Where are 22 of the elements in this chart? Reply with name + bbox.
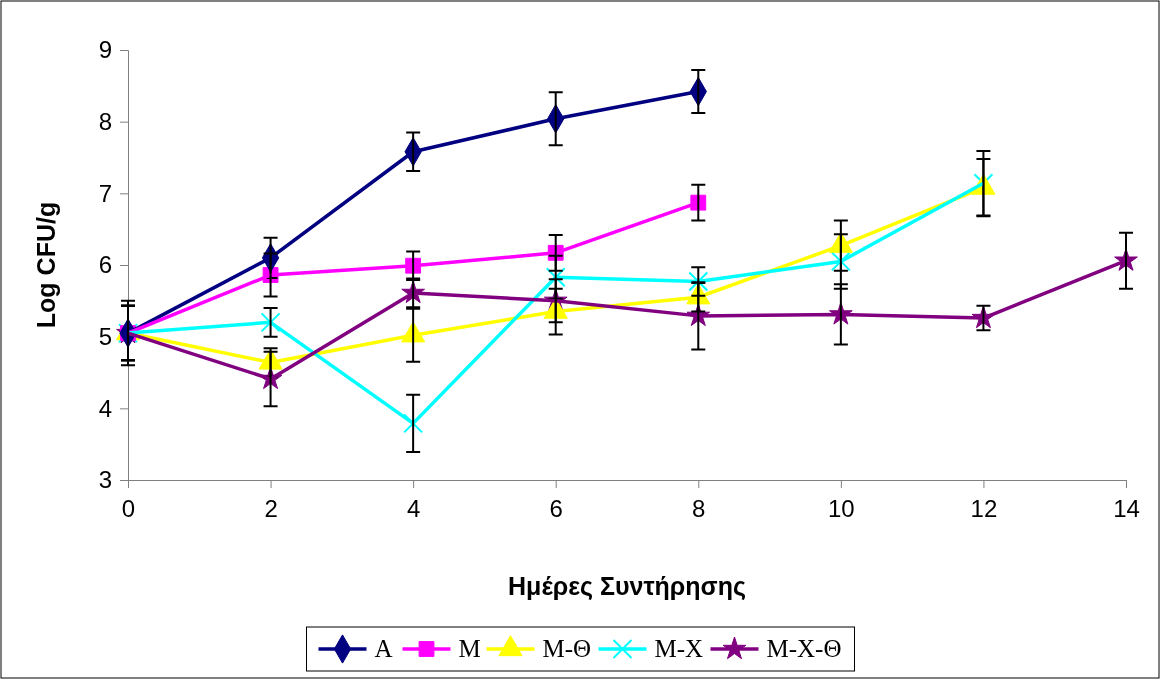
legend-label: M-X-Θ xyxy=(766,635,842,662)
legend-label: M-X xyxy=(654,635,704,662)
y-axis-title: Log CFU/g xyxy=(32,201,60,329)
x-tick-label: 12 xyxy=(970,495,998,523)
y-tick-label: 4 xyxy=(98,394,113,422)
x-tick-label: 0 xyxy=(121,495,136,523)
x-tick-label: 14 xyxy=(1113,495,1140,523)
legend-label: M-Θ xyxy=(542,635,592,662)
legend-label: A xyxy=(374,635,393,662)
x-tick-label: 10 xyxy=(828,495,855,523)
legend-label: M xyxy=(458,635,481,662)
y-tick-label: 5 xyxy=(98,322,113,350)
y-tick-label: 7 xyxy=(98,179,113,207)
y-tick-label: 3 xyxy=(98,466,113,494)
y-tick-label: 9 xyxy=(98,36,113,64)
x-tick-label: 4 xyxy=(406,495,421,523)
y-tick-label: 6 xyxy=(98,251,113,279)
x-axis-title: Ημέρες Συντήρησης xyxy=(508,572,746,601)
x-tick-label: 2 xyxy=(264,495,278,523)
x-tick-label: 8 xyxy=(692,495,706,523)
y-tick-label: 8 xyxy=(98,107,113,135)
x-tick-label: 6 xyxy=(549,495,563,523)
